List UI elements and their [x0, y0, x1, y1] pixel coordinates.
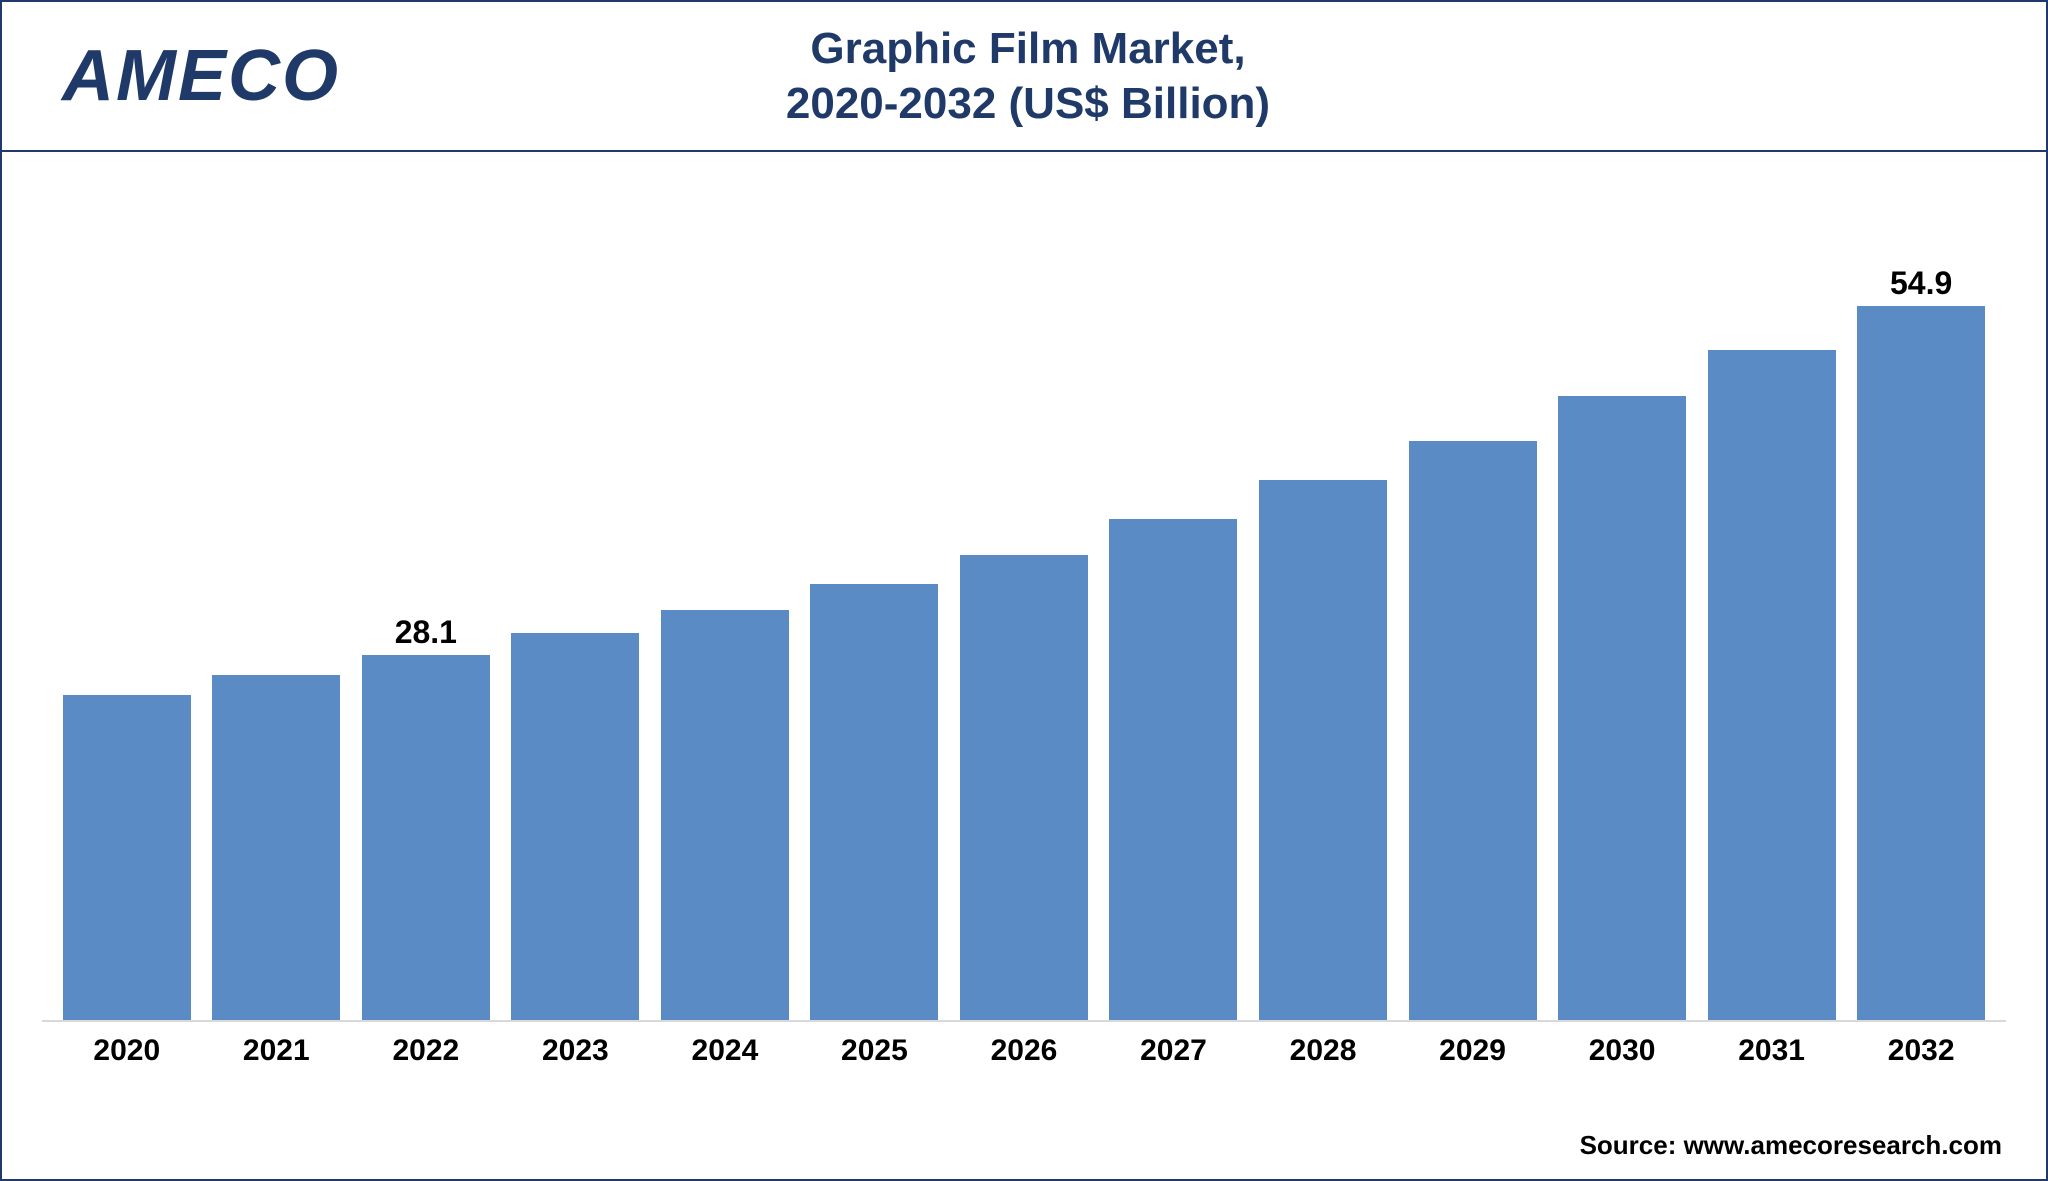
x-axis-label: 2030	[1557, 1034, 1687, 1068]
x-axis-label: 2032	[1856, 1034, 1986, 1068]
x-axis-label: 2022	[361, 1034, 491, 1068]
x-axis-label: 2029	[1408, 1034, 1538, 1068]
bar	[1708, 350, 1836, 1020]
bar-column	[1707, 308, 1837, 1020]
x-axis-label: 2024	[660, 1034, 790, 1068]
bar-value-label: 28.1	[395, 613, 457, 651]
chart-title: Graphic Film Market, 2020-2032 (US$ Bill…	[340, 21, 2016, 131]
bar-value-label: 54.9	[1890, 264, 1952, 302]
bar	[212, 675, 340, 1020]
bar-column	[211, 633, 341, 1020]
x-axis-label: 2025	[809, 1034, 939, 1068]
bar	[1558, 396, 1686, 1020]
bar-column	[1258, 438, 1388, 1020]
bar-column	[959, 513, 1089, 1020]
bar-column	[1408, 399, 1538, 1020]
x-axis-label: 2020	[62, 1034, 192, 1068]
logo: AMECO	[32, 35, 340, 117]
bar-column	[660, 568, 790, 1020]
x-axis-label: 2023	[510, 1034, 640, 1068]
x-axis-label: 2021	[211, 1034, 341, 1068]
bar-column: 54.9	[1856, 264, 1986, 1020]
bar-column	[510, 591, 640, 1020]
chart-container: AMECO Graphic Film Market, 2020-2032 (US…	[0, 0, 2048, 1181]
bar-column	[809, 542, 939, 1020]
title-line-2: 2020-2032 (US$ Billion)	[340, 76, 1716, 131]
bar	[1857, 306, 1985, 1020]
x-axis-label: 2026	[959, 1034, 1089, 1068]
x-axis-labels: 2020 2021 2022 2023 2024 2025 2026 2027 2028 2029…	[42, 1022, 2006, 1068]
bar	[511, 633, 639, 1020]
bar	[661, 610, 789, 1020]
bar-column	[1108, 477, 1238, 1020]
bar	[1109, 519, 1237, 1020]
x-axis-label: 2027	[1108, 1034, 1238, 1068]
bar	[960, 555, 1088, 1020]
title-line-1: Graphic Film Market,	[340, 21, 1716, 76]
bars-group: 28.1 54.9	[42, 202, 2006, 1020]
bar	[810, 584, 938, 1020]
x-axis-label: 2031	[1707, 1034, 1837, 1068]
x-axis-label: 2028	[1258, 1034, 1388, 1068]
bar	[362, 655, 490, 1020]
plot: 28.1 54.9	[42, 202, 2006, 1022]
source-text: Source: www.amecoresearch.com	[1580, 1130, 2002, 1161]
bar	[63, 695, 191, 1020]
bar	[1259, 480, 1387, 1020]
bar	[1409, 441, 1537, 1020]
bar-column	[1557, 354, 1687, 1020]
chart-area: 28.154.9 2020202120222023202420252026202…	[42, 202, 2006, 1072]
bar-column: 28.1	[361, 613, 491, 1020]
bar-column	[62, 653, 192, 1020]
header: AMECO Graphic Film Market, 2020-2032 (US…	[2, 2, 2046, 152]
